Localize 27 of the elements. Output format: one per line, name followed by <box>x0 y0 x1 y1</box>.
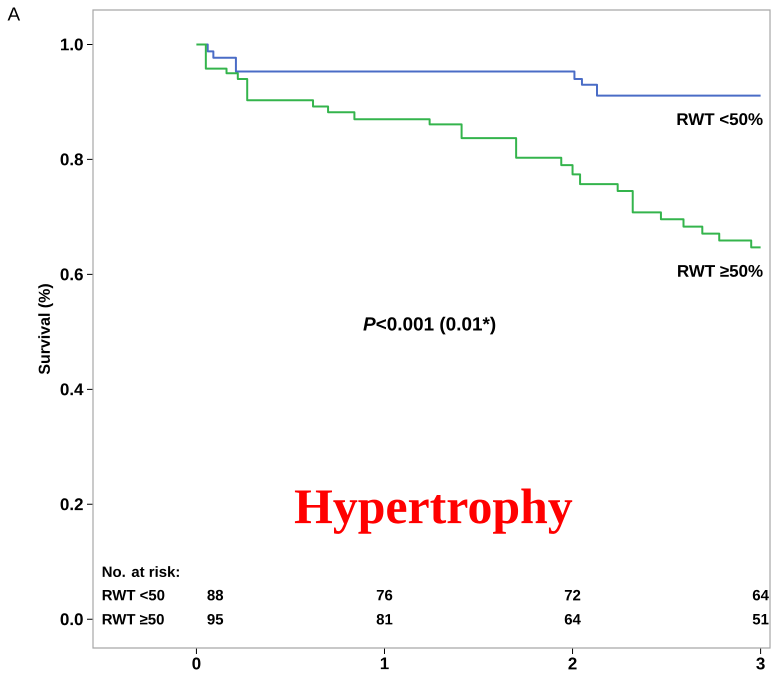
annotation: 64 <box>752 590 769 600</box>
y-tick-label: 0.8 <box>60 153 83 166</box>
annotation: 64 <box>564 614 581 625</box>
annotation: P<0.001 (0.01*) <box>363 316 496 334</box>
annotation: RWT ≥50 <box>102 614 164 625</box>
y-tick-label: 0.0 <box>60 613 83 626</box>
annotation: Hypertrophy <box>294 488 572 534</box>
y-tick-label: 1.0 <box>61 38 83 50</box>
x-tick-label: 0 <box>192 658 200 670</box>
y-tick-label: 0.4 <box>60 383 84 396</box>
y-tick-label: 0.6 <box>60 268 83 280</box>
annotation: RWT <50 <box>102 590 164 600</box>
y-axis-title: Survival (%) <box>38 284 54 374</box>
x-tick-label: 3 <box>756 658 765 670</box>
annotation: 76 <box>376 590 392 600</box>
annotation: 88 <box>207 590 224 600</box>
x-tick-label: 1 <box>380 658 389 670</box>
annotation: 95 <box>207 614 224 625</box>
series-label: RWT ≥50% <box>678 264 763 277</box>
annotation: No. at risk: <box>102 566 179 578</box>
series-label: RWT <50% <box>677 113 763 126</box>
text: A <box>8 8 20 21</box>
y-tick-label: 0.2 <box>60 498 83 510</box>
x-tick-label: 2 <box>568 658 577 670</box>
annotation: 81 <box>376 614 392 625</box>
annotation: 72 <box>564 590 580 600</box>
annotation: 51 <box>752 614 768 624</box>
